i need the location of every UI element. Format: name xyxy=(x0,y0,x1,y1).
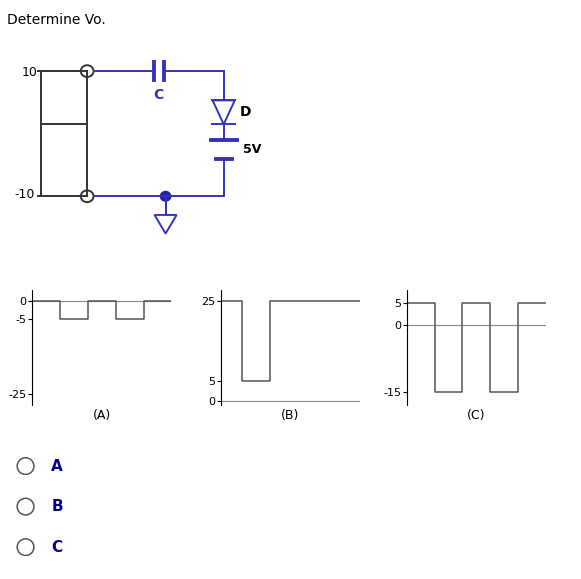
Text: B: B xyxy=(51,499,63,514)
Text: D: D xyxy=(240,105,251,119)
Text: -10: -10 xyxy=(15,188,35,201)
Circle shape xyxy=(160,192,171,201)
Text: Determine Vo.: Determine Vo. xyxy=(7,13,106,27)
Text: A: A xyxy=(51,459,63,474)
Text: 5V: 5V xyxy=(243,143,261,156)
X-axis label: (C): (C) xyxy=(467,409,486,423)
Text: C: C xyxy=(51,540,62,555)
X-axis label: (B): (B) xyxy=(281,409,300,423)
Text: C: C xyxy=(153,88,163,102)
Text: 10: 10 xyxy=(22,66,38,79)
X-axis label: (A): (A) xyxy=(92,409,111,423)
